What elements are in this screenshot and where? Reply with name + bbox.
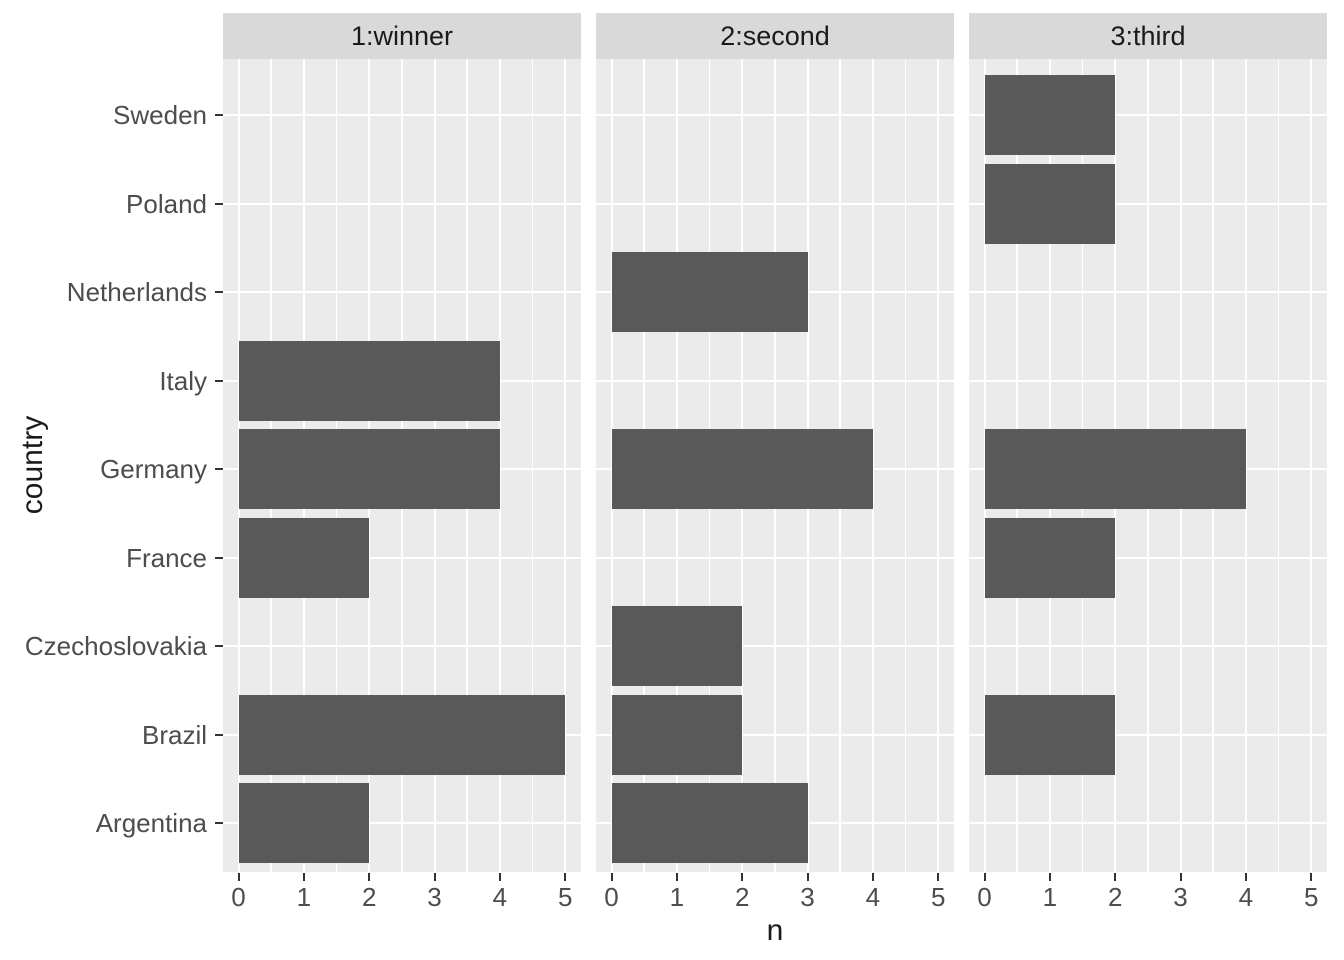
gridline-major-vertical: [937, 59, 940, 872]
x-axis-tick: [806, 873, 809, 881]
y-axis-tick-label: Czechoslovakia: [24, 631, 207, 662]
x-axis-tick-label: 4: [1238, 882, 1254, 912]
bar-brazil: [984, 694, 1116, 775]
x-axis-tick-label: 4: [492, 882, 508, 912]
x-axis-tick: [498, 873, 501, 881]
x-axis-tick: [1310, 873, 1313, 881]
x-axis-tick-label: 2: [1107, 882, 1123, 912]
bar-france: [238, 517, 370, 598]
y-axis-tick: [215, 291, 223, 294]
bar-germany: [611, 429, 873, 510]
gridline-minor-vertical: [904, 59, 907, 872]
x-axis-tick-label: 1: [1042, 882, 1058, 912]
x-axis-tick: [937, 873, 940, 881]
x-axis-tick: [368, 873, 371, 881]
facet-strip-label: 1:winner: [350, 20, 454, 51]
bar-brazil: [611, 694, 743, 775]
x-axis-tick-label: 1: [296, 882, 312, 912]
y-axis-tick-label: Italy: [159, 365, 207, 396]
y-axis-tick: [215, 114, 223, 116]
y-axis-tick: [215, 645, 223, 648]
y-axis-tick-label: France: [126, 542, 207, 573]
gridline-major-vertical: [1310, 59, 1313, 872]
x-axis-tick: [237, 873, 240, 881]
x-axis-tick: [675, 873, 678, 881]
y-axis-tick-label: Brazil: [141, 719, 207, 750]
bar-france: [984, 517, 1116, 598]
y-axis-tick: [215, 202, 223, 205]
bar-sweden: [984, 75, 1116, 155]
x-axis-tick-label: 0: [604, 882, 619, 912]
gridline-major-vertical: [498, 59, 501, 872]
x-axis-tick: [741, 873, 744, 881]
facet-strip: 2:second: [596, 13, 954, 59]
x-axis-tick-label: 3: [800, 882, 815, 912]
facet-strip: 1:winner: [223, 13, 581, 59]
x-axis-tick: [1244, 873, 1247, 881]
facet-panel: [969, 59, 1327, 872]
y-axis-tick: [215, 379, 223, 382]
x-axis-tick: [302, 873, 305, 881]
facet-panel: [596, 59, 954, 872]
x-axis-tick-label: 3: [427, 882, 442, 912]
gridline-minor-vertical: [531, 59, 534, 872]
y-axis-tick-label: Sweden: [113, 100, 207, 130]
gridline-major-vertical: [564, 59, 567, 872]
x-axis-title: n: [766, 914, 784, 947]
gridline-minor-vertical: [1277, 59, 1280, 872]
facet-strip-label: 2:second: [720, 20, 830, 51]
x-axis-tick: [564, 873, 567, 881]
bar-italy: [238, 340, 500, 421]
y-axis-tick: [215, 822, 223, 825]
y-axis-tick: [215, 468, 223, 471]
bar-germany: [984, 429, 1246, 510]
x-axis-tick-label: 0: [231, 882, 246, 912]
y-axis-tick-label: Netherlands: [66, 277, 207, 308]
x-axis-tick: [871, 873, 874, 881]
bar-czechoslovakia: [611, 606, 743, 687]
x-axis-tick-label: 1: [669, 882, 685, 912]
x-axis-tick: [433, 873, 436, 881]
x-axis-tick-label: 4: [865, 882, 881, 912]
bar-brazil: [238, 694, 566, 775]
x-axis-tick-label: 5: [557, 882, 573, 912]
y-axis-tick: [215, 556, 223, 559]
x-axis-tick: [1114, 873, 1117, 881]
x-axis-tick-label: 5: [1303, 882, 1319, 912]
x-axis-tick: [1048, 873, 1051, 881]
y-axis-tick-label: Poland: [126, 188, 207, 219]
gridline-major-vertical: [1244, 59, 1247, 872]
y-axis-tick-label: Argentina: [95, 808, 207, 839]
bar-argentina: [611, 783, 808, 864]
x-axis-tick-label: 2: [734, 882, 750, 912]
bar-germany: [238, 429, 500, 510]
x-axis-tick-label: 5: [930, 882, 946, 912]
facet-strip-label: 3:third: [1110, 20, 1186, 51]
x-axis-tick: [983, 873, 986, 881]
gridline-major-vertical: [871, 59, 874, 872]
x-axis-tick: [610, 873, 613, 881]
bar-netherlands: [611, 252, 808, 333]
x-axis-tick: [1179, 873, 1182, 881]
y-axis-tick: [215, 733, 223, 736]
facet-strip: 3:third: [969, 13, 1327, 59]
bar-poland: [984, 163, 1116, 244]
x-axis-tick-label: 2: [361, 882, 377, 912]
facet-panel: [223, 59, 581, 872]
bar-argentina: [238, 783, 370, 864]
y-axis-tick-label: Germany: [100, 454, 207, 485]
x-axis-tick-label: 0: [977, 882, 992, 912]
x-axis-tick-label: 3: [1173, 882, 1188, 912]
